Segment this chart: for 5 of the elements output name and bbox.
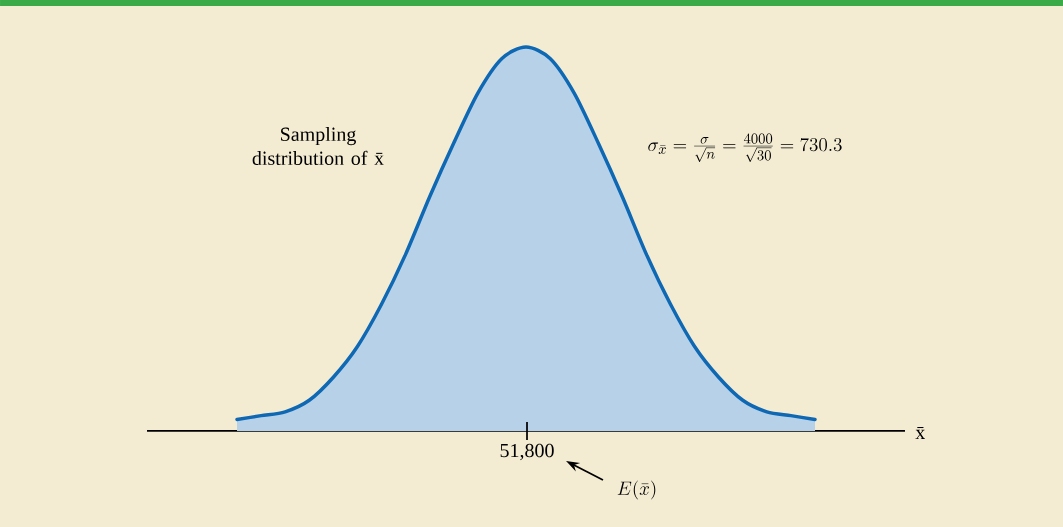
text: $E(\bar{x})$ [617, 480, 656, 500]
text: 51,800 [500, 443, 554, 461]
annotation: Sampling distribution of x̄ [252, 126, 384, 166]
x-axis-title: x̄ [915, 427, 926, 439]
annotation: $\sigma_{\bar{x}} = \frac{\sigma}{\sqrt{n}} = \frac{4000}{\sqrt{30}} = 730.3$ [648, 133, 842, 163]
